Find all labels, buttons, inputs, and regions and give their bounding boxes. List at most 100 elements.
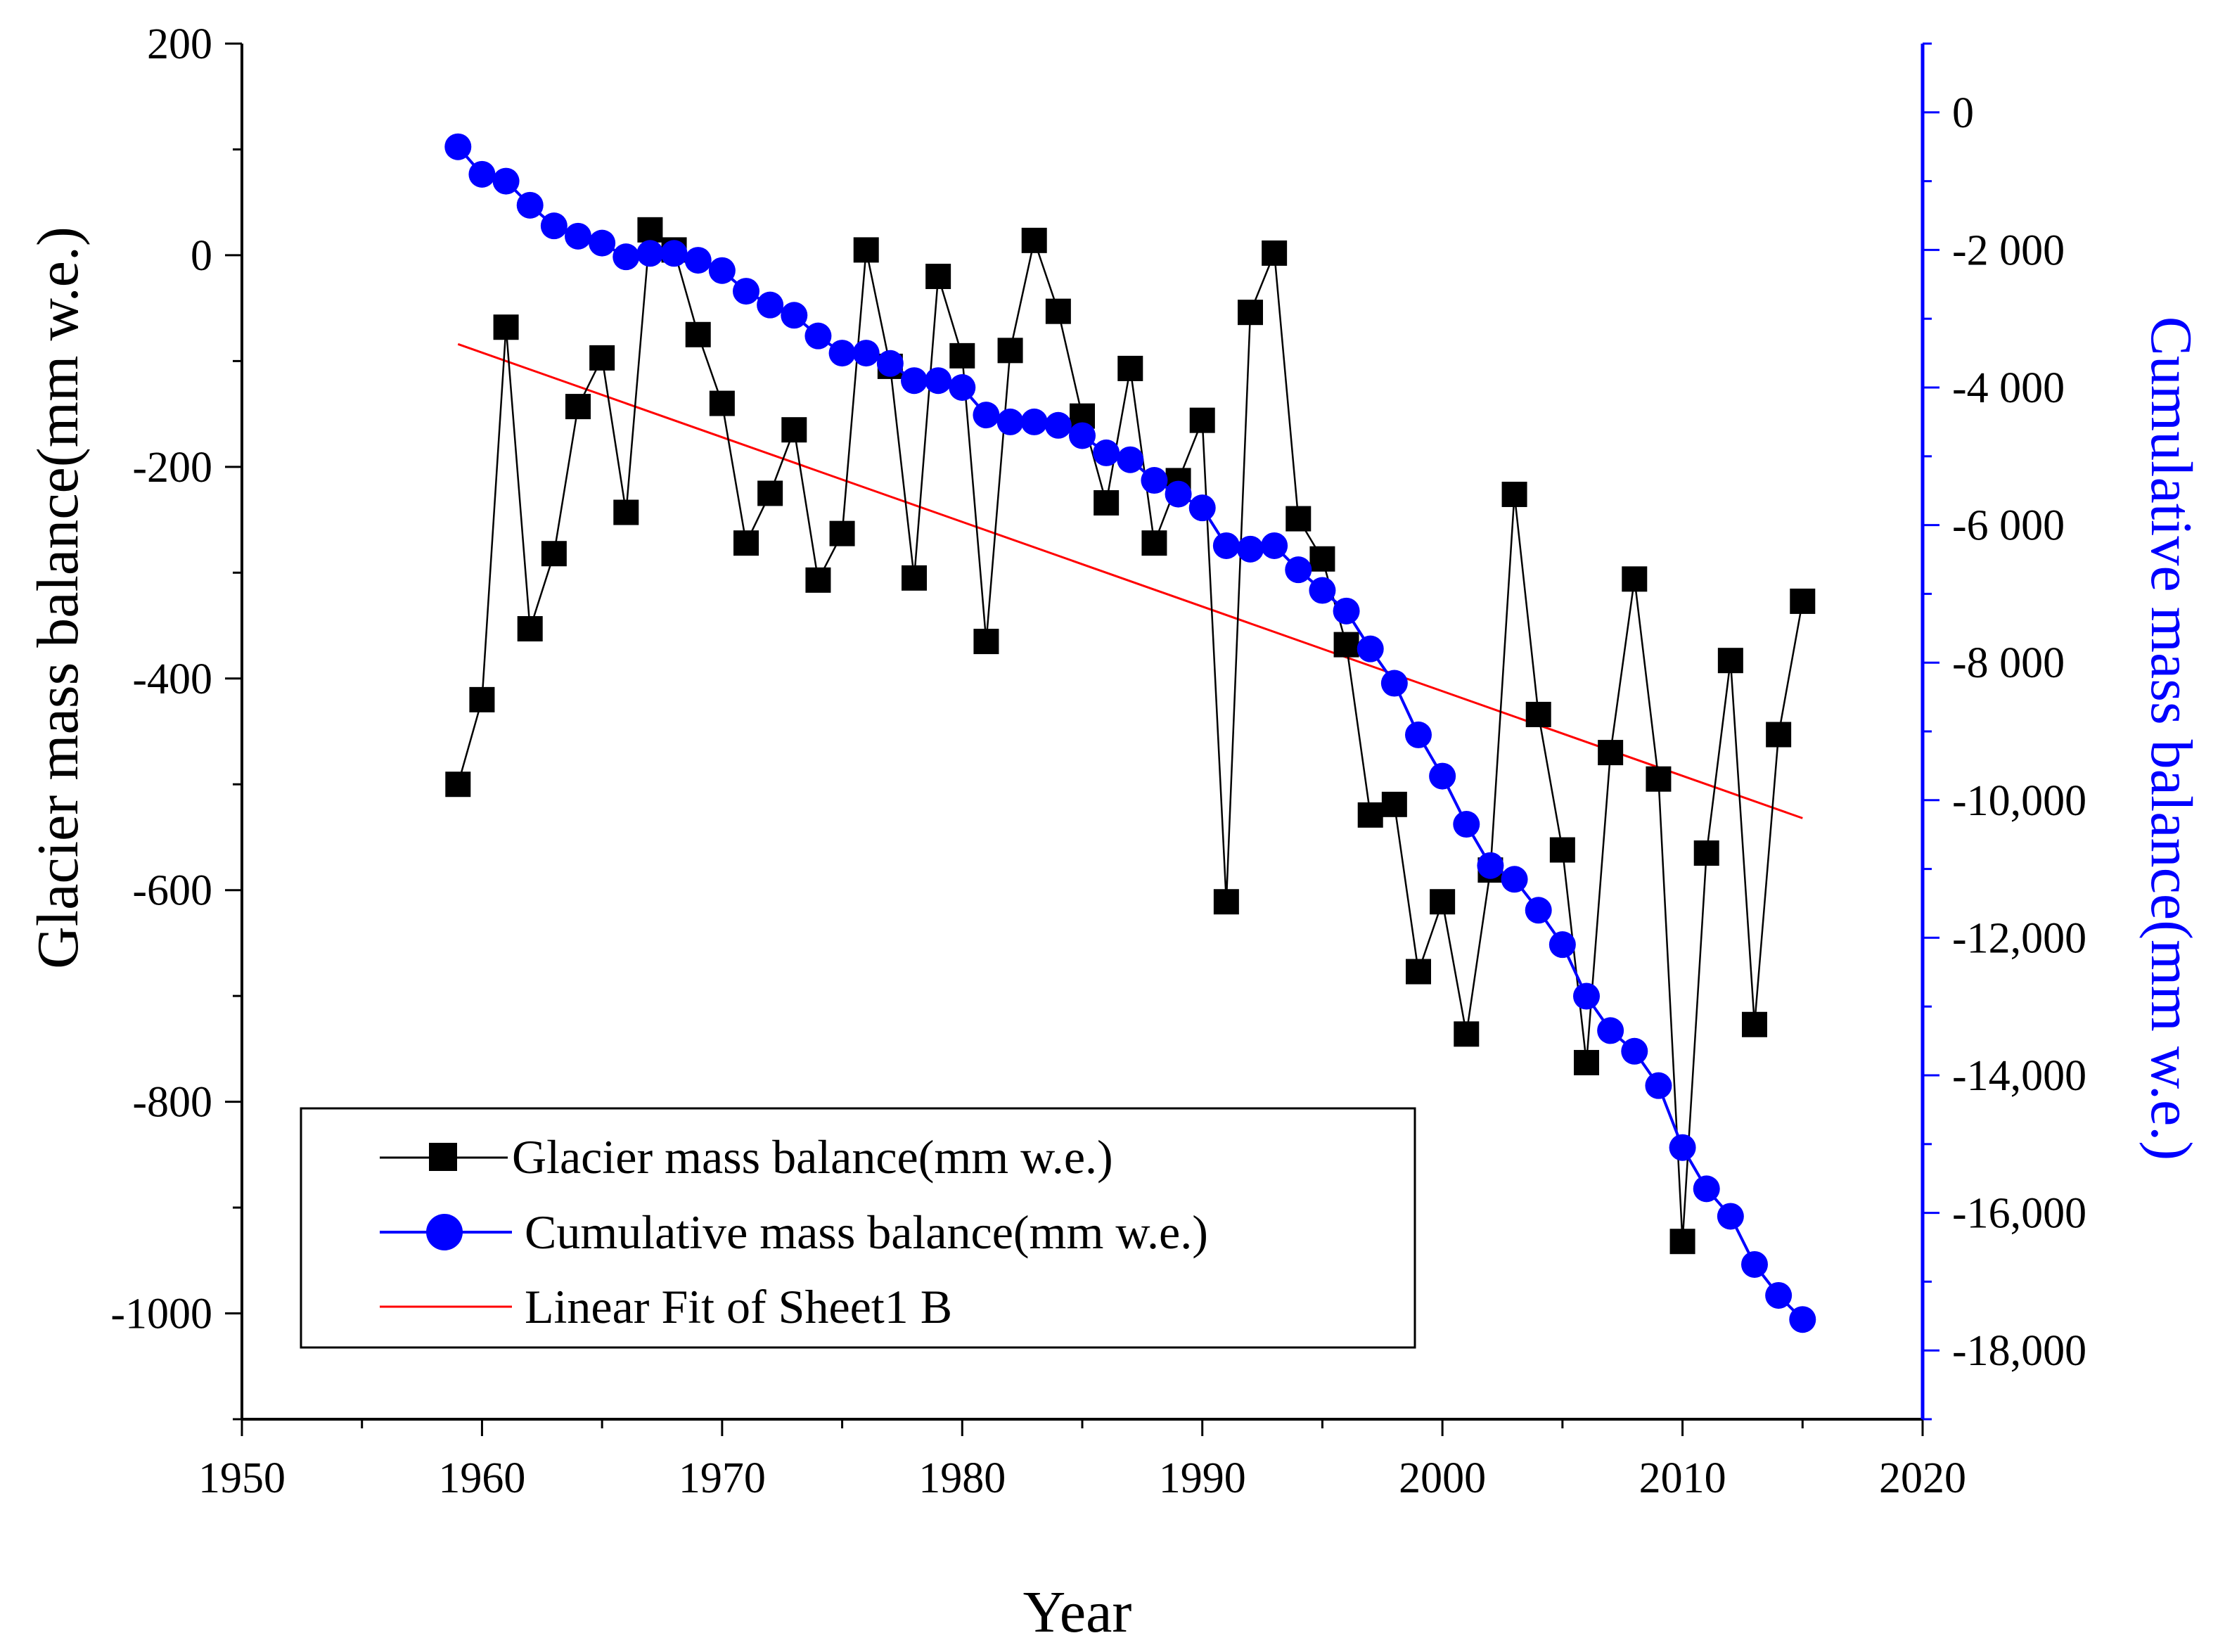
cumulative-point (1333, 597, 1360, 625)
cumulative-point (1525, 897, 1552, 924)
y2-tick-label: 0 (1952, 89, 1974, 137)
annual-point (445, 771, 471, 798)
y2-tick-label: -16,000 (1952, 1190, 2086, 1238)
cumulative-point (828, 340, 856, 367)
legend-marker-annual (429, 1143, 457, 1171)
annual-point (1790, 588, 1816, 614)
annual-point (541, 541, 567, 567)
cumulative-point (781, 302, 808, 329)
y2-tick-label: -2 000 (1952, 226, 2065, 274)
cumulative-point (1093, 439, 1120, 466)
cumulative-point (876, 350, 904, 377)
y2-axis-title: Cumulative mass balance(mm w.e.) (2139, 316, 2204, 1161)
x-tick-label: 1980 (918, 1454, 1006, 1502)
annual-point (1117, 355, 1143, 381)
y-tick-label: -200 (132, 444, 212, 492)
annual-point (1285, 506, 1312, 532)
cumulative-point (468, 160, 496, 188)
annual-point (853, 237, 879, 263)
cumulative-point (1669, 1134, 1696, 1161)
cumulative-point (516, 191, 544, 219)
y-tick-label: -800 (132, 1079, 212, 1127)
x-tick-label: 1990 (1159, 1454, 1246, 1502)
annual-point (1333, 632, 1359, 658)
cumulative-point (1477, 852, 1504, 879)
x-axis-title: Year (1023, 1580, 1132, 1645)
annual-point (1357, 802, 1383, 828)
cumulative-point (1548, 931, 1576, 959)
annual-point (709, 390, 735, 416)
cumulative-point (733, 278, 759, 305)
cumulative-point (1765, 1281, 1793, 1309)
annual-point (637, 217, 663, 243)
fit-line (457, 342, 1803, 819)
cumulative-point (589, 229, 616, 257)
cumulative-point (540, 212, 568, 240)
cumulative-point (636, 240, 664, 267)
cumulative-point (757, 291, 784, 319)
cumulative-point (949, 374, 976, 401)
fit-line-layer (457, 342, 1803, 819)
cumulative-point (684, 247, 712, 274)
annual-point (1309, 546, 1335, 572)
cumulative-point (1453, 811, 1480, 838)
annual-point (613, 499, 639, 525)
cumulative-point (1261, 532, 1288, 559)
cumulative-point (1789, 1306, 1816, 1333)
legend-label-annual: Glacier mass balance(mm w.e.) (512, 1130, 1113, 1184)
annual-point (1094, 490, 1120, 516)
x-tick-label: 1950 (198, 1454, 286, 1502)
x-tick-label: 1970 (679, 1454, 766, 1502)
legend-marker-cumulative (426, 1214, 463, 1250)
annual-point (1238, 300, 1263, 326)
legend-label-cumulative: Cumulative mass balance(mm w.e.) (525, 1205, 1208, 1259)
cumulative-point (444, 133, 472, 160)
annual-point (997, 338, 1023, 364)
cumulative-point (901, 367, 928, 395)
legend-label-fit: Linear Fit of Sheet1 B (525, 1280, 952, 1333)
annual-point (1406, 959, 1431, 985)
x-tick-label: 1960 (438, 1454, 525, 1502)
annual-point (1213, 889, 1239, 915)
annual-point (757, 480, 783, 506)
annual-point (589, 345, 615, 371)
annual-point (565, 394, 591, 420)
cumulative-point (1741, 1250, 1768, 1278)
cumulative-point (1717, 1203, 1744, 1230)
y-axis-title: Glacier mass balance(mm w.e.) (25, 226, 91, 969)
cumulative-point (1188, 494, 1216, 522)
cumulative-point (565, 222, 591, 250)
cumulative-point (996, 408, 1024, 435)
annual-point (493, 314, 519, 340)
annual-point (685, 321, 711, 347)
annual-point (1598, 740, 1624, 766)
annual-point (1430, 889, 1456, 915)
annual-point (1141, 530, 1167, 556)
cumulative-point (1165, 480, 1192, 508)
cumulative-point (1501, 866, 1528, 893)
annual-point (1189, 407, 1215, 433)
cumulative-point (1309, 577, 1336, 604)
cumulative-point (1621, 1037, 1648, 1065)
y-tick-label: -400 (132, 655, 212, 703)
annual-point (1622, 566, 1648, 592)
annual-point (1501, 481, 1527, 507)
cumulative-point (1069, 422, 1096, 449)
y-tick-label: -600 (132, 867, 212, 915)
cumulative-point (492, 167, 520, 195)
cumulative-point (804, 322, 832, 350)
cumulative-point (1693, 1175, 1720, 1203)
cumulative-point (925, 367, 952, 395)
annual-point (1693, 840, 1719, 866)
annual-point (925, 264, 951, 290)
annual-point (469, 686, 495, 712)
y2-tick-label: -8 000 (1952, 639, 2065, 687)
cumulative-point (1141, 467, 1168, 494)
cumulative-series-layer (444, 133, 1816, 1333)
annual-point (902, 565, 927, 591)
cumulative-point (1020, 408, 1048, 435)
cumulative-point (1645, 1072, 1672, 1099)
legend: Glacier mass balance(mm w.e.) Cumulative… (300, 1107, 1416, 1349)
annual-point (1742, 1011, 1767, 1037)
